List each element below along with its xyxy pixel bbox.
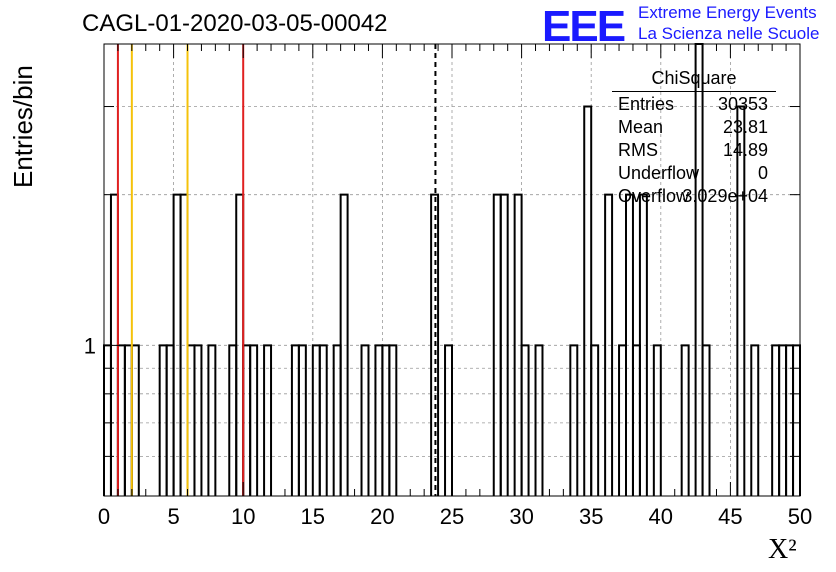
x-tick-label: 0: [98, 504, 110, 529]
stats-label: Overflow: [618, 186, 690, 206]
histogram-bin: [583, 105, 593, 496]
org-name-line2: La Scienza nelle Scuole: [638, 24, 820, 43]
x-tick-label: 50: [788, 504, 812, 529]
x-tick-label: 35: [579, 504, 603, 529]
histogram-bin: [604, 193, 614, 496]
stats-label: Mean: [618, 117, 664, 137]
reference-lines-layer: [116, 44, 437, 496]
histogram-bin: [263, 344, 273, 496]
stats-box: ChiSquare Entries 30353 Mean 23.81 RMS 1…: [612, 68, 776, 208]
histogram-bin: [207, 344, 217, 496]
plot-frame: [103, 43, 801, 497]
histogram-bin: [193, 344, 203, 496]
x-tick-label: 10: [231, 504, 255, 529]
histogram-bin: [318, 344, 328, 496]
histogram-bin: [534, 344, 544, 496]
x-tick-label: 30: [509, 504, 533, 529]
histogram-bin: [297, 344, 307, 496]
y-axis-label: Entries/bin: [8, 65, 38, 188]
stats-value: 14.89: [722, 140, 768, 160]
stats-divider: [612, 91, 776, 92]
histogram-bin: [388, 344, 398, 496]
histogram-bin: [499, 193, 509, 496]
eee-logo: EEE: [542, 2, 626, 51]
histogram-bin: [339, 193, 349, 496]
histogram-bin: [638, 193, 648, 496]
stats-label: Entries: [618, 94, 675, 114]
y-tick-label: 1: [84, 333, 96, 358]
histogram-bin: [249, 344, 259, 496]
histogram-bin: [430, 193, 440, 496]
chart-title: CAGL-01-2020-03-05-00042: [82, 10, 388, 37]
x-tick-label: 25: [440, 504, 464, 529]
histogram-bin: [520, 344, 530, 496]
x-tick-label: 45: [718, 504, 742, 529]
histogram-bin: [569, 344, 579, 496]
stats-title: ChiSquare: [651, 68, 737, 88]
x-axis-label: X²: [768, 534, 797, 565]
y-axis-label-wrap: Entries/bin: [8, 38, 38, 188]
histogram-bin: [444, 344, 453, 496]
histogram-bin: [736, 105, 746, 496]
stats-value: 0: [757, 163, 768, 183]
histogram-bin: [750, 344, 760, 496]
histogram-bin: [652, 344, 662, 496]
stats-value: 23.81: [722, 117, 768, 137]
stats-value: 3.029e+04: [682, 186, 768, 206]
org-name-line1: Extreme Energy Events: [638, 3, 817, 22]
ticks-layer: 0 5 10 15 20 25 30 35 40 45 50 1: [84, 44, 812, 529]
stats-label: RMS: [618, 140, 658, 160]
stats-value: 30353: [717, 94, 768, 114]
histogram-bin: [680, 344, 690, 496]
histogram-bin: [360, 344, 370, 496]
histogram-bin: [590, 344, 600, 496]
stats-label: Underflow: [618, 163, 700, 183]
x-tick-label: 40: [649, 504, 673, 529]
x-tick-label: 15: [301, 504, 325, 529]
x-tick-label: 20: [370, 504, 394, 529]
histogram-bin: [701, 344, 711, 496]
x-tick-label: 5: [167, 504, 179, 529]
